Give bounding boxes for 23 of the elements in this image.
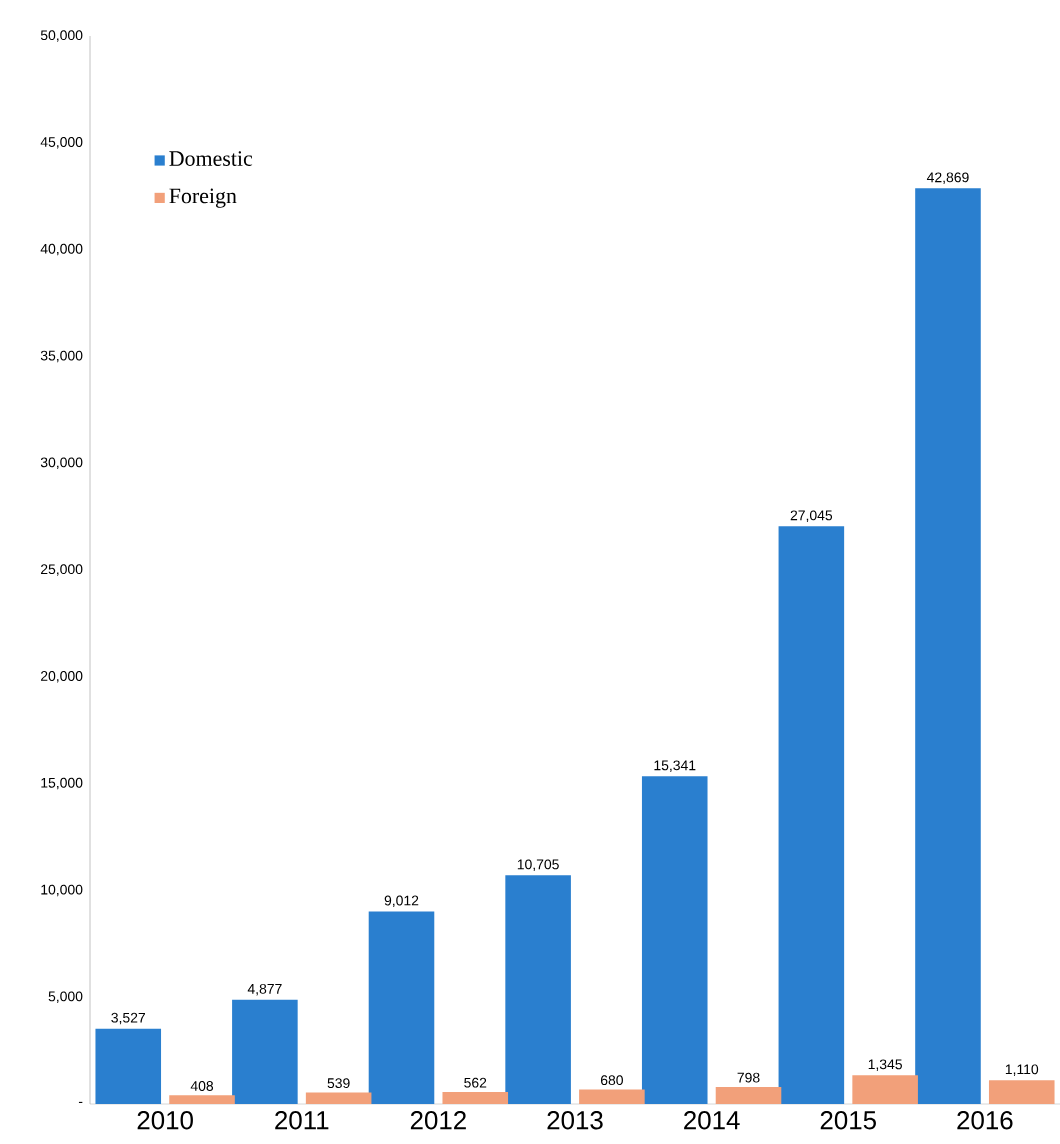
- legend-label: Domestic: [169, 151, 253, 166]
- x-tick-label: 2013: [547, 1111, 603, 1130]
- bar: [988, 1080, 1055, 1104]
- bar: [641, 776, 708, 1104]
- x-tick-label: 2011: [275, 1111, 329, 1130]
- x-tick-label: 2015: [820, 1111, 876, 1130]
- bar: [915, 188, 981, 1104]
- bar: [169, 1095, 235, 1104]
- bar: [778, 526, 845, 1104]
- bar: [232, 999, 298, 1104]
- legend-label: Foreign: [169, 188, 237, 208]
- bar: [368, 911, 435, 1104]
- bar: [715, 1086, 782, 1104]
- bar: [442, 1091, 509, 1104]
- x-tick-label: 2010: [137, 1111, 193, 1130]
- bar: [95, 1028, 162, 1104]
- x-tick-label: 2016: [957, 1111, 1013, 1130]
- bar: [852, 1075, 918, 1104]
- x-tick-label: 2014: [684, 1111, 740, 1130]
- x-tick-label: 2012: [410, 1111, 466, 1130]
- bar: [505, 875, 571, 1104]
- bar: [579, 1089, 645, 1104]
- bar: [305, 1092, 372, 1104]
